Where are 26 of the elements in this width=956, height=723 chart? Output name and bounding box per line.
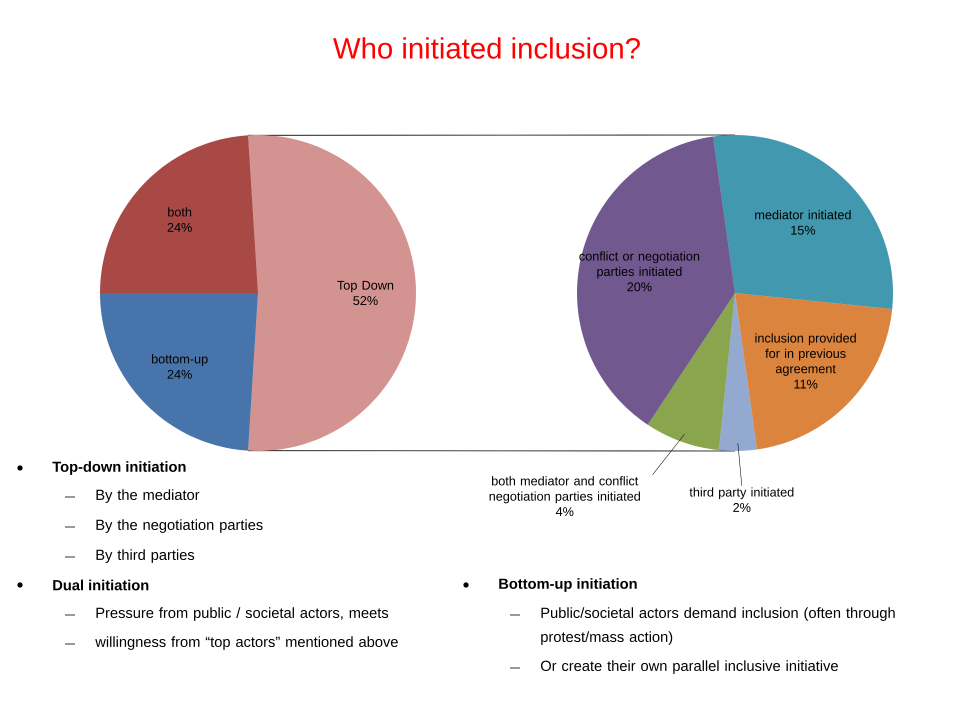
- slice-label: Top Down: [337, 280, 394, 292]
- text: Who initiated inclusion?: [333, 37, 640, 59]
- text: Public/societal actors demand inclusion (often through protest/mass action): [541, 607, 895, 645]
- data-label: 15%: [791, 226, 816, 235]
- slice-label: both: [168, 207, 192, 217]
- data-label: 4%: [556, 507, 574, 516]
- text: willingness from “top actors” mentioned above: [95, 636, 398, 650]
- text: By the negotiation parties: [96, 519, 263, 533]
- data-label: 2%: [733, 503, 750, 512]
- data-label: 11%: [794, 380, 818, 389]
- text: Top-down initiation: [52, 461, 186, 475]
- text: Pressure from public / societal actors, meets: [96, 607, 388, 621]
- slice-label: third party initiated: [690, 487, 794, 500]
- data-label: 20%: [627, 282, 652, 292]
- slice-label: mediator initiated: [755, 210, 851, 220]
- slice-label: bottom-up: [152, 354, 208, 366]
- text: Or create their own parallel inclusive initiative: [540, 660, 838, 674]
- text: By the mediator: [96, 489, 200, 503]
- slice-label: inclusion provided for in previous agreement: [755, 333, 856, 376]
- text: Dual initiation: [53, 580, 148, 590]
- data-label: 24%: [168, 370, 192, 379]
- text: Bottom-up initiation: [499, 578, 637, 592]
- text: By third parties: [96, 549, 194, 563]
- data-label: 24%: [168, 222, 192, 232]
- slice-label: both mediator and conflict negotiation parties initiated: [490, 476, 640, 504]
- data-label: 52%: [353, 296, 378, 306]
